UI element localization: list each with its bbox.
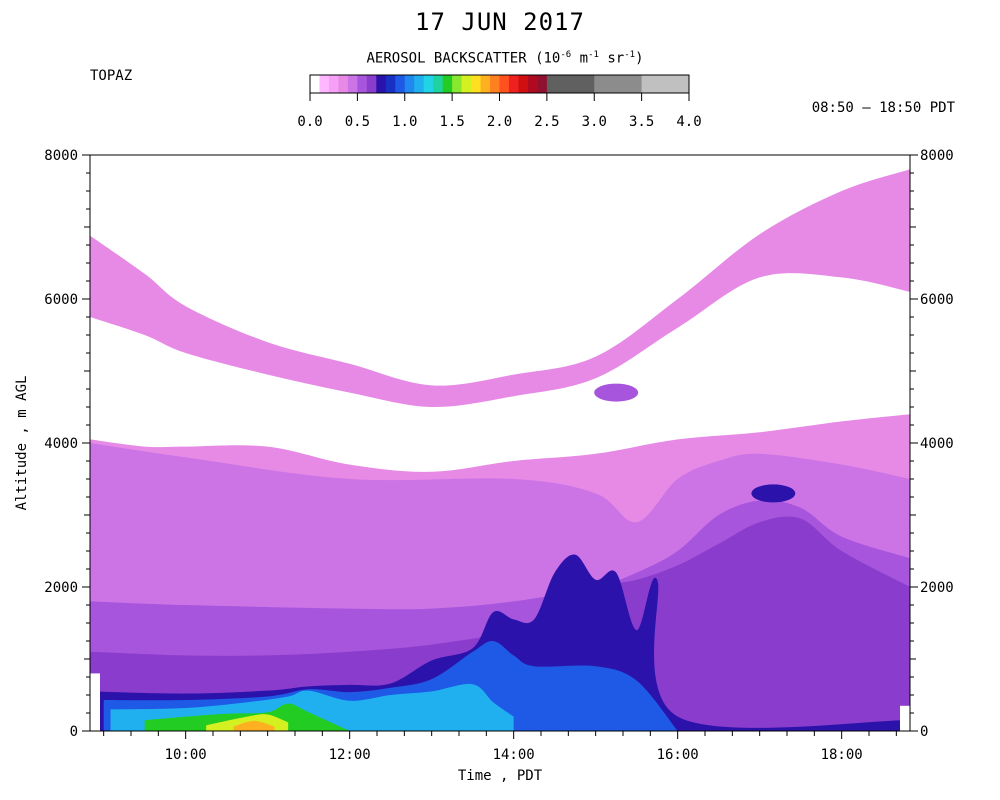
colorbar-tick-label: 0.0 — [297, 114, 322, 130]
colorbar — [309, 74, 690, 94]
colorbar-close: ) — [635, 50, 644, 67]
colorbar-bin — [471, 75, 481, 93]
colorbar-bin — [433, 75, 444, 93]
x-axis-label: Time , PDT — [458, 768, 543, 784]
plot-area — [90, 169, 910, 731]
y-tick-label-left: 0 — [70, 724, 78, 740]
heatmap-layer — [90, 273, 910, 472]
colorbar-tick-label: 2.0 — [487, 114, 512, 130]
colorbar-bin — [319, 75, 330, 93]
colorbar-exp-3: -1 — [624, 50, 636, 60]
y-tick-label-right: 4000 — [920, 436, 954, 452]
site-label: TOPAZ — [90, 68, 133, 84]
colorbar-tick-label: 0.5 — [345, 114, 370, 130]
axes: 0 0 2000 2000 4000 4000 6000 6000 8000 8000 10:00 1… — [44, 148, 953, 763]
colorbar-bin — [518, 75, 529, 93]
heatmap-layer — [233, 720, 275, 731]
colorbar-bin — [376, 75, 387, 93]
heatmap-feature — [751, 484, 796, 503]
no-data-strip — [900, 705, 910, 731]
colorbar-bin — [366, 75, 377, 93]
colorbar-unit-1: m — [571, 50, 589, 67]
colorbar-bin — [452, 75, 462, 93]
y-tick-label-right: 2000 — [920, 580, 954, 596]
y-tick-label-right: 0 — [920, 724, 928, 740]
x-tick-label: 10:00 — [165, 747, 207, 763]
heatmap-feature — [594, 383, 639, 402]
colorbar-tick-label: 2.5 — [534, 114, 559, 130]
time-range: 08:50 – 18:50 PDT — [811, 100, 955, 116]
colorbar-bin — [594, 75, 643, 93]
colorbar-title: AEROSOL BACKSCATTER (10-6 m-1 sr-1) — [300, 50, 710, 67]
colorbar-bin — [490, 75, 500, 93]
heatmap-layer — [90, 516, 910, 731]
colorbar-bin — [310, 75, 320, 93]
y-tick-label-left: 2000 — [44, 580, 78, 596]
colorbar-exp-1: -6 — [560, 50, 572, 60]
colorbar-tick-label: 1.5 — [439, 114, 464, 130]
colorbar-bin — [357, 75, 368, 93]
colorbar-unit-2: sr — [598, 50, 625, 67]
no-data-strip — [90, 673, 100, 731]
colorbar-bin — [480, 75, 491, 93]
colorbar-title-text: AEROSOL BACKSCATTER (10 — [366, 50, 561, 67]
colorbar-bin — [537, 75, 548, 93]
colorbar-bin — [546, 75, 595, 93]
chart-title: 17 JUN 2017 — [415, 8, 585, 36]
colorbar-bin — [423, 75, 434, 93]
colorbar-bin — [385, 75, 396, 93]
colorbar-tick-label: 3.0 — [582, 114, 607, 130]
y-tick-label-right: 8000 — [920, 148, 954, 164]
colorbar-bin — [338, 75, 349, 93]
colorbar-exp-2: -1 — [588, 50, 599, 60]
x-tick-label: 12:00 — [329, 747, 371, 763]
colorbar-tick-label: 3.5 — [629, 114, 654, 130]
y-tick-label-right: 6000 — [920, 292, 954, 308]
colorbar-bin — [641, 75, 690, 93]
y-tick-label-left: 6000 — [44, 292, 78, 308]
x-tick-label: 18:00 — [821, 747, 863, 763]
y-tick-label-left: 8000 — [44, 148, 78, 164]
y-tick-label-left: 4000 — [44, 436, 78, 452]
colorbar-bin — [404, 75, 415, 93]
colorbar-bin — [527, 75, 538, 93]
colorbar-bin — [347, 75, 358, 93]
colorbar-tick-label: 4.0 — [676, 114, 701, 130]
y-axis-label: Altitude , m AGL — [14, 376, 30, 511]
colorbar-bin — [461, 75, 472, 93]
x-tick-label: 14:00 — [493, 747, 535, 763]
colorbar-bin — [395, 75, 406, 93]
heatmap-layer — [90, 554, 910, 731]
x-tick-label: 16:00 — [657, 747, 699, 763]
colorbar-bin — [508, 75, 519, 93]
colorbar-ticks: 0.0 0.5 1.0 1.5 2.0 2.5 3.0 3.5 4.0 — [297, 93, 702, 130]
colorbar-bin — [442, 75, 453, 93]
colorbar-bin — [414, 75, 425, 93]
colorbar-bin — [499, 75, 510, 93]
colorbar-bin — [328, 75, 339, 93]
colorbar-tick-label: 1.0 — [392, 114, 417, 130]
